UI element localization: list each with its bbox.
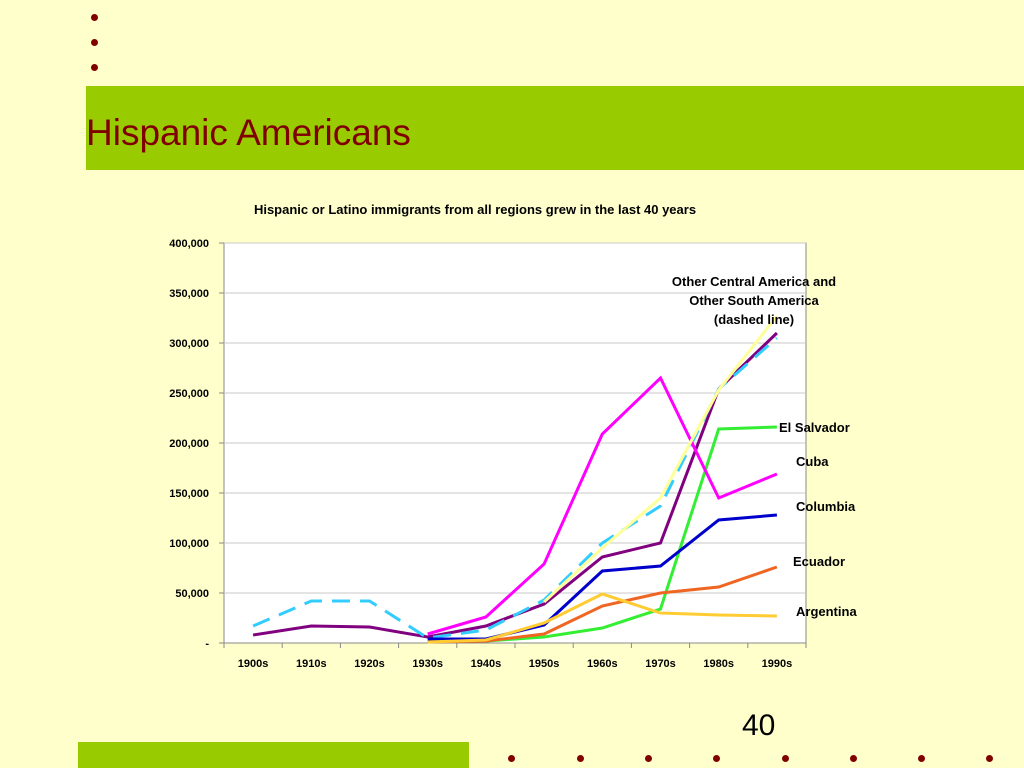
annotation-label: El Salvador	[779, 420, 850, 435]
bullet-dot	[91, 39, 98, 46]
bullet-dot	[508, 755, 515, 762]
bullet-dot	[918, 755, 925, 762]
y-tick-label: -	[205, 638, 209, 650]
annotation-line: Cuba	[796, 454, 829, 469]
bullet-dot	[713, 755, 720, 762]
y-tick-label: 250,000	[169, 388, 209, 400]
x-tick-label: 1940s	[471, 658, 502, 670]
annotation-label: Ecuador	[793, 554, 845, 569]
bullet-dot	[91, 64, 98, 71]
slide-title: Hispanic Americans	[86, 112, 411, 153]
annotation-line: El Salvador	[779, 420, 850, 435]
x-tick-label: 1930s	[412, 658, 443, 670]
x-tick-label: 1980s	[703, 658, 734, 670]
y-tick-label: 200,000	[169, 438, 209, 450]
series-line	[427, 375, 778, 636]
y-tick-label: 150,000	[169, 488, 209, 500]
annotation-label: Argentina	[796, 604, 857, 619]
annotation-line: (dashed line)	[714, 312, 794, 327]
series-line	[427, 592, 777, 644]
series-line	[485, 425, 777, 643]
x-tick-label: 1990s	[762, 658, 793, 670]
annotation-label: Other Central America and Other South Ame…	[672, 274, 836, 327]
x-tick-label: 1900s	[238, 658, 269, 670]
chart-title: Hispanic or Latino immigrants from all r…	[254, 202, 696, 217]
annotation-line: Ecuador	[793, 554, 845, 569]
x-tick-label: 1910s	[296, 658, 327, 670]
x-tick-label: 1920s	[354, 658, 385, 670]
bullet-dot	[850, 755, 857, 762]
annotation-line: Argentina	[796, 604, 857, 619]
bullet-dot	[91, 14, 98, 21]
y-tick-label: 100,000	[169, 538, 209, 550]
page-number: 40	[742, 709, 776, 742]
y-tick-label: 50,000	[175, 588, 209, 600]
annotation-line: Other South America	[689, 293, 819, 308]
x-tick-label: 1950s	[529, 658, 560, 670]
bullet-dot	[782, 755, 789, 762]
bullet-dot	[986, 755, 993, 762]
x-tick-label: 1970s	[645, 658, 676, 670]
annotation-label: Columbia	[796, 499, 856, 514]
y-tick-label: 400,000	[169, 238, 209, 250]
annotation-label: Cuba	[796, 454, 829, 469]
y-tick-label: 300,000	[169, 338, 209, 350]
bullet-dot	[645, 755, 652, 762]
annotation-line: Other Central America and	[672, 274, 836, 289]
bottom-band	[78, 742, 469, 768]
series-line	[252, 336, 778, 640]
bullet-dot	[577, 755, 584, 762]
x-tick-label: 1960s	[587, 658, 618, 670]
annotation-line: Columbia	[796, 499, 856, 514]
y-tick-label: 350,000	[169, 288, 209, 300]
series-line	[543, 315, 779, 604]
title-band	[86, 86, 1024, 170]
